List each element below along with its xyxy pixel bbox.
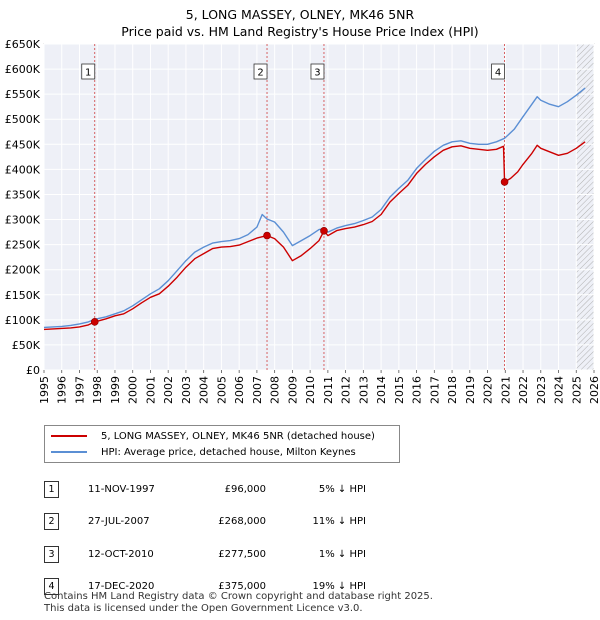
x-tick-label: 2025 bbox=[570, 376, 583, 404]
sale-hpi-diff: 1% ↓ HPI bbox=[318, 548, 366, 560]
y-tick-label: £400K bbox=[5, 163, 41, 176]
sale-date: 11-NOV-1997 bbox=[88, 483, 155, 495]
y-tick-label: £200K bbox=[5, 264, 41, 277]
x-tick-label: 2018 bbox=[446, 376, 459, 404]
x-tick-label: 2016 bbox=[411, 376, 424, 404]
y-tick-label: £150K bbox=[5, 289, 41, 302]
sale-date: 27-JUL-2007 bbox=[88, 516, 150, 528]
sale-number-badge: 3 bbox=[44, 545, 59, 563]
plot-area bbox=[43, 43, 595, 371]
x-tick-label: 2006 bbox=[233, 376, 246, 404]
sales-table: 1 11-NOV-1997 £96,000 5% ↓ HPI 2 27-JUL-… bbox=[44, 473, 366, 603]
legend-item-property: 5, LONG MASSEY, OLNEY, MK46 5NR (detache… bbox=[51, 429, 375, 443]
sale-number-label: 4 bbox=[495, 68, 501, 79]
x-tick-label: 1998 bbox=[91, 376, 104, 404]
y-tick-label: £550K bbox=[5, 88, 41, 101]
y-tick-label: £0 bbox=[26, 364, 40, 377]
x-tick-label: 2003 bbox=[180, 376, 193, 404]
x-tick-label: 2022 bbox=[517, 376, 530, 404]
sale-point bbox=[500, 178, 509, 186]
x-tick-label: 2000 bbox=[127, 376, 140, 404]
y-tick-label: £100K bbox=[5, 314, 41, 327]
table-row: 2 27-JUL-2007 £268,000 11% ↓ HPI bbox=[44, 506, 366, 539]
legend-swatch-hpi bbox=[51, 451, 87, 453]
footer-line-1: Contains HM Land Registry data © Crown c… bbox=[44, 591, 433, 602]
sale-number-label: 1 bbox=[85, 68, 91, 79]
sale-point bbox=[90, 318, 99, 326]
sale-number-label: 2 bbox=[257, 68, 263, 79]
x-tick-label: 1999 bbox=[109, 376, 122, 404]
footer: Contains HM Land Registry data © Crown c… bbox=[44, 591, 433, 615]
x-tick-label: 2004 bbox=[198, 376, 211, 404]
x-tick-label: 2023 bbox=[535, 376, 548, 404]
sale-price: £268,000 bbox=[218, 516, 266, 528]
sale-number-box bbox=[81, 63, 96, 80]
x-tick-label: 1997 bbox=[73, 376, 86, 404]
sale-number-box bbox=[310, 63, 325, 80]
legend-label-property: 5, LONG MASSEY, OLNEY, MK46 5NR (detache… bbox=[101, 430, 375, 442]
y-tick-label: £250K bbox=[5, 239, 41, 252]
x-tick-label: 1995 bbox=[38, 376, 51, 404]
y-tick-label: £300K bbox=[5, 214, 41, 227]
sale-point bbox=[263, 231, 271, 240]
x-tick-label: 2021 bbox=[499, 376, 512, 404]
sale-number-label: 3 bbox=[314, 68, 320, 79]
sale-number-badge: 1 bbox=[44, 480, 59, 498]
sale-number-box bbox=[491, 63, 505, 80]
forecast-region bbox=[576, 44, 594, 370]
sale-point bbox=[320, 227, 328, 235]
x-tick-label: 2009 bbox=[286, 376, 299, 404]
x-tick-label: 2014 bbox=[375, 376, 388, 404]
x-tick-label: 2011 bbox=[322, 376, 335, 404]
legend-label-hpi: HPI: Average price, detached house, Milt… bbox=[101, 446, 356, 458]
legend-item-hpi: HPI: Average price, detached house, Milt… bbox=[51, 445, 356, 459]
chart: £0 £50K £100K £150K £200K £250K £300K £350K £400… bbox=[5, 38, 600, 404]
x-tick-label: 2026 bbox=[588, 376, 600, 404]
x-tick-label: 2007 bbox=[251, 376, 264, 404]
y-tick-label: £450K bbox=[5, 138, 41, 151]
x-tick-label: 2024 bbox=[553, 376, 566, 404]
sale-date: 12-OCT-2010 bbox=[88, 548, 154, 560]
sale-hpi-diff: 11% ↓ HPI bbox=[312, 516, 366, 528]
x-tick-label: 2017 bbox=[428, 376, 441, 404]
x-tick-label: 2020 bbox=[482, 376, 495, 404]
title: 5, LONG MASSEY, OLNEY, MK46 5NR bbox=[185, 7, 415, 22]
chart-title: 5, LONG MASSEY, OLNEY, MK46 5NR Price pa… bbox=[0, 6, 600, 40]
table-row: 1 11-NOV-1997 £96,000 5% ↓ HPI bbox=[44, 473, 366, 506]
footer-line-2: This data is licensed under the Open Gov… bbox=[44, 603, 363, 614]
sale-hpi-diff: 19% ↓ HPI bbox=[312, 581, 366, 593]
x-tick-label: 2008 bbox=[269, 376, 282, 404]
x-tick-label: 2013 bbox=[357, 376, 370, 404]
y-tick-label: £500K bbox=[5, 113, 41, 126]
table-row: 4 17-DEC-2020 £375,000 19% ↓ HPI bbox=[44, 571, 366, 604]
sale-number-badge: 4 bbox=[44, 578, 59, 596]
series-line-hpi bbox=[43, 87, 586, 329]
y-tick-label: £50K bbox=[12, 339, 41, 352]
x-tick-label: 2005 bbox=[215, 376, 228, 404]
legend: 5, LONG MASSEY, OLNEY, MK46 5NR (detache… bbox=[44, 425, 400, 463]
y-tick-label: £650K bbox=[5, 38, 41, 51]
sale-hpi-diff: 5% ↓ HPI bbox=[318, 483, 366, 495]
sale-price: £96,000 bbox=[224, 483, 266, 495]
sale-number-box bbox=[253, 63, 268, 80]
x-tick-label: 1996 bbox=[56, 376, 69, 404]
y-tick-label: £350K bbox=[5, 188, 41, 201]
x-tick-label: 2010 bbox=[304, 376, 317, 404]
x-tick-label: 2019 bbox=[464, 376, 477, 404]
subtitle: Price paid vs. HM Land Registry's House … bbox=[121, 24, 479, 39]
sale-price: £375,000 bbox=[218, 581, 266, 593]
legend-swatch-property bbox=[51, 435, 87, 437]
x-tick-label: 2015 bbox=[393, 376, 406, 404]
sale-number-badge: 2 bbox=[44, 513, 59, 531]
table-row: 3 12-OCT-2010 £277,500 1% ↓ HPI bbox=[44, 538, 366, 571]
sale-price: £277,500 bbox=[218, 548, 266, 560]
sale-date: 17-DEC-2020 bbox=[88, 581, 155, 593]
x-tick-label: 2002 bbox=[162, 376, 175, 404]
y-tick-label: £600K bbox=[5, 63, 41, 76]
x-tick-label: 2001 bbox=[144, 376, 157, 404]
x-tick-label: 2012 bbox=[340, 376, 353, 404]
